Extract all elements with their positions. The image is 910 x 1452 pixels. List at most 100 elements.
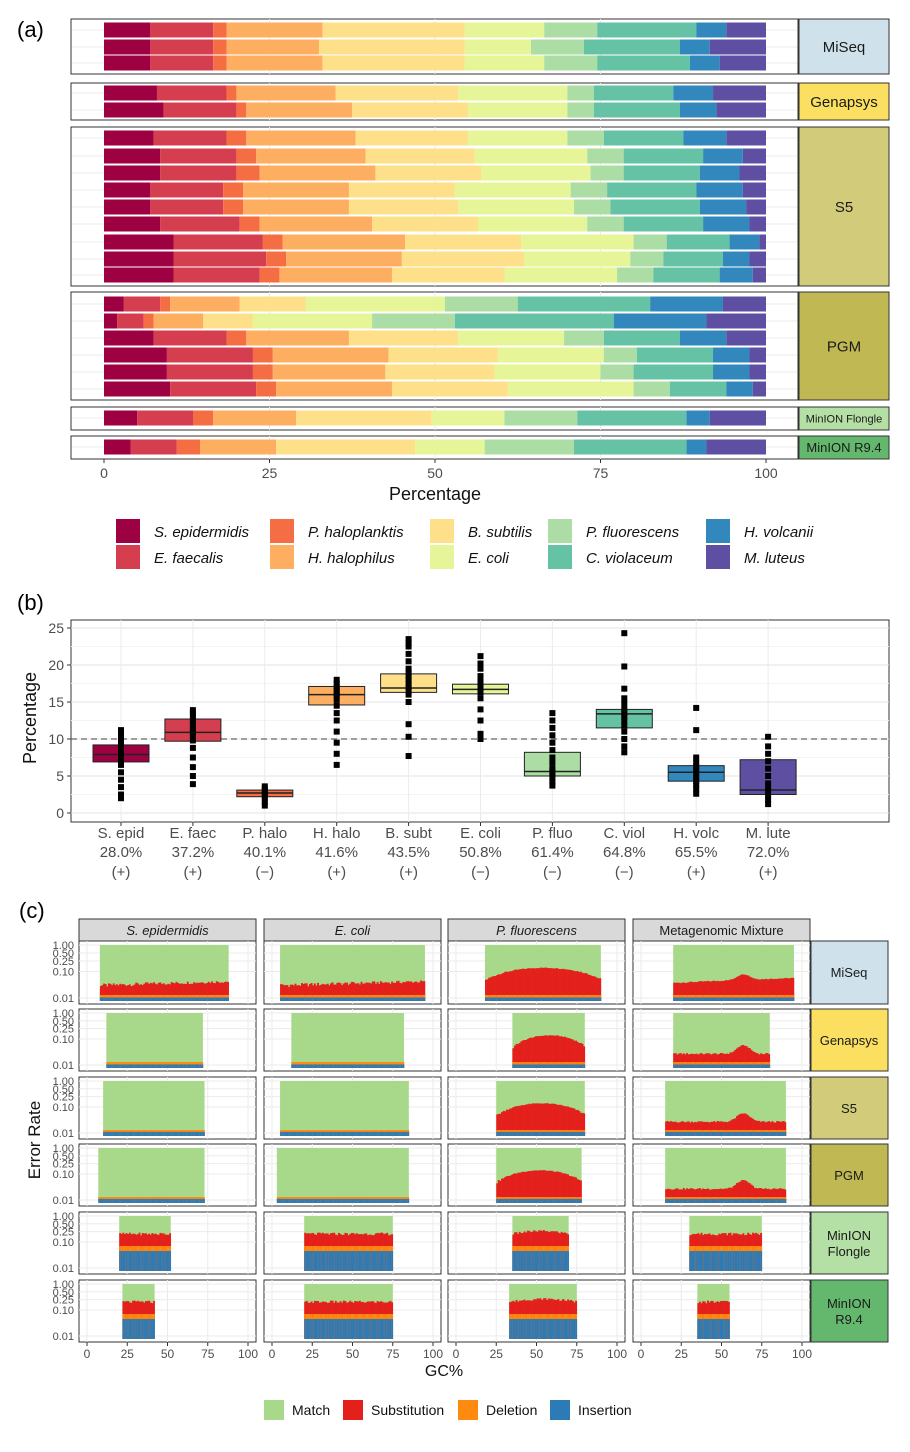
x-tick-label: 50: [530, 1347, 544, 1361]
substitution-bar: [539, 967, 542, 1001]
substitution-bar: [779, 978, 782, 1001]
substitution-bar: [562, 968, 565, 1001]
insertion-bar: [286, 997, 289, 1001]
insertion-bar: [313, 1198, 316, 1203]
insertion-bar: [731, 1064, 734, 1068]
insertion-bar: [520, 1131, 523, 1136]
insertion-bar: [317, 1131, 319, 1136]
insertion-bar: [713, 1198, 716, 1203]
insertion-bar: [130, 1131, 133, 1136]
bar-segment-pgm-h-volcanii: [713, 364, 750, 380]
insertion-bar: [761, 997, 764, 1001]
substitution-bar: [777, 1188, 780, 1203]
substitution-bar: [671, 1121, 674, 1136]
substitution-bar: [122, 984, 125, 1001]
insertion-bar: [550, 1251, 553, 1271]
insertion-bar: [560, 1131, 563, 1136]
data-point-m-lute: [765, 765, 772, 772]
substitution-bar: [702, 1188, 705, 1203]
insertion-bar: [684, 997, 687, 1001]
insertion-bar: [729, 1198, 732, 1203]
insertion-bar: [296, 1064, 299, 1068]
data-point-c-viol: [621, 630, 628, 637]
insertion-bar: [404, 1198, 406, 1203]
substitution-bar: [781, 978, 783, 1001]
substitution-bar: [734, 977, 737, 1001]
insertion-bar: [128, 997, 131, 1001]
bar-segment-genapsys-s-epidermidis: [104, 102, 164, 118]
substitution-bar: [679, 1053, 682, 1068]
insertion-bar: [153, 1251, 155, 1271]
bar-segment-s5-h-volcanii: [696, 182, 743, 198]
x-category-label: H. halo: [313, 825, 361, 842]
insertion-bar: [196, 997, 199, 1001]
substitution-bar: [214, 983, 217, 1001]
insertion-bar: [146, 1198, 149, 1203]
substitution-bar: [219, 982, 221, 1001]
insertion-bar: [550, 997, 553, 1001]
insertion-bar: [305, 1064, 308, 1068]
bar-segment-s5-h-halophilus: [286, 251, 402, 267]
data-point-s-epid: [118, 739, 124, 746]
insertion-bar: [731, 1131, 734, 1136]
substitution-bar: [742, 1044, 745, 1068]
insertion-bar: [376, 1198, 379, 1203]
substitution-bar: [405, 981, 408, 1001]
bar-segment-s5-p-haloplanktis: [223, 182, 244, 198]
substitution-bar: [486, 979, 489, 1001]
substitution-bar: [347, 984, 350, 1001]
substitution-bar: [522, 968, 524, 1001]
insertion-bar: [141, 1319, 144, 1339]
substitution-bar: [740, 974, 743, 1001]
insertion-bar: [538, 1064, 541, 1068]
insertion-bar: [98, 1198, 101, 1203]
insertion-bar: [707, 1251, 709, 1271]
insertion-bar: [309, 1319, 311, 1339]
substitution-bar: [740, 1180, 743, 1203]
substitution-bar: [781, 1121, 783, 1136]
substitution-bar: [550, 1170, 553, 1203]
data-point-h-volc: [693, 767, 700, 774]
insertion-bar: [210, 997, 213, 1001]
insertion-bar: [533, 1198, 536, 1203]
substitution-bar: [496, 1114, 499, 1136]
substitution-bar: [771, 1188, 774, 1203]
insertion-bar: [283, 1198, 286, 1203]
substitution-bar: [702, 1121, 705, 1136]
insertion-bar: [528, 997, 531, 1001]
insertion-bar: [689, 1131, 692, 1136]
x-axis-title: GC%: [425, 1363, 463, 1380]
insertion-bar: [678, 997, 680, 1001]
x-gc-label: 41.6%: [315, 844, 358, 861]
substitution-bar: [539, 1103, 542, 1136]
insertion-bar: [395, 1064, 398, 1068]
substitution-bar: [739, 975, 742, 1001]
insertion-bar: [769, 1131, 772, 1136]
insertion-bar: [584, 997, 587, 1001]
insertion-bar: [144, 1251, 147, 1271]
substitution-bar: [560, 969, 563, 1001]
bar-segment-pgm-e-coli: [497, 347, 604, 363]
insertion-bar: [99, 1198, 102, 1203]
substitution-bar: [555, 1035, 558, 1068]
insertion-bar: [766, 1064, 769, 1068]
insertion-bar: [760, 997, 763, 1001]
insertion-bar: [698, 997, 701, 1001]
substitution-bar: [199, 982, 202, 1001]
insertion-bar: [140, 997, 143, 1001]
insertion-bar: [169, 997, 172, 1001]
insertion-bar: [196, 1131, 199, 1136]
substitution-bar: [729, 1052, 732, 1068]
insertion-bar: [541, 1319, 544, 1339]
insertion-bar: [549, 1131, 552, 1136]
insertion-bar: [522, 1251, 524, 1271]
substitution-bar: [705, 981, 708, 1001]
insertion-bar: [565, 1251, 568, 1271]
insertion-bar: [172, 1131, 175, 1136]
insertion-bar: [370, 1131, 373, 1136]
substitution-bar: [665, 1121, 668, 1136]
insertion-bar: [363, 1319, 366, 1339]
insertion-bar: [392, 1198, 395, 1203]
substitution-bar: [763, 979, 766, 1001]
insertion-bar: [724, 1064, 727, 1068]
